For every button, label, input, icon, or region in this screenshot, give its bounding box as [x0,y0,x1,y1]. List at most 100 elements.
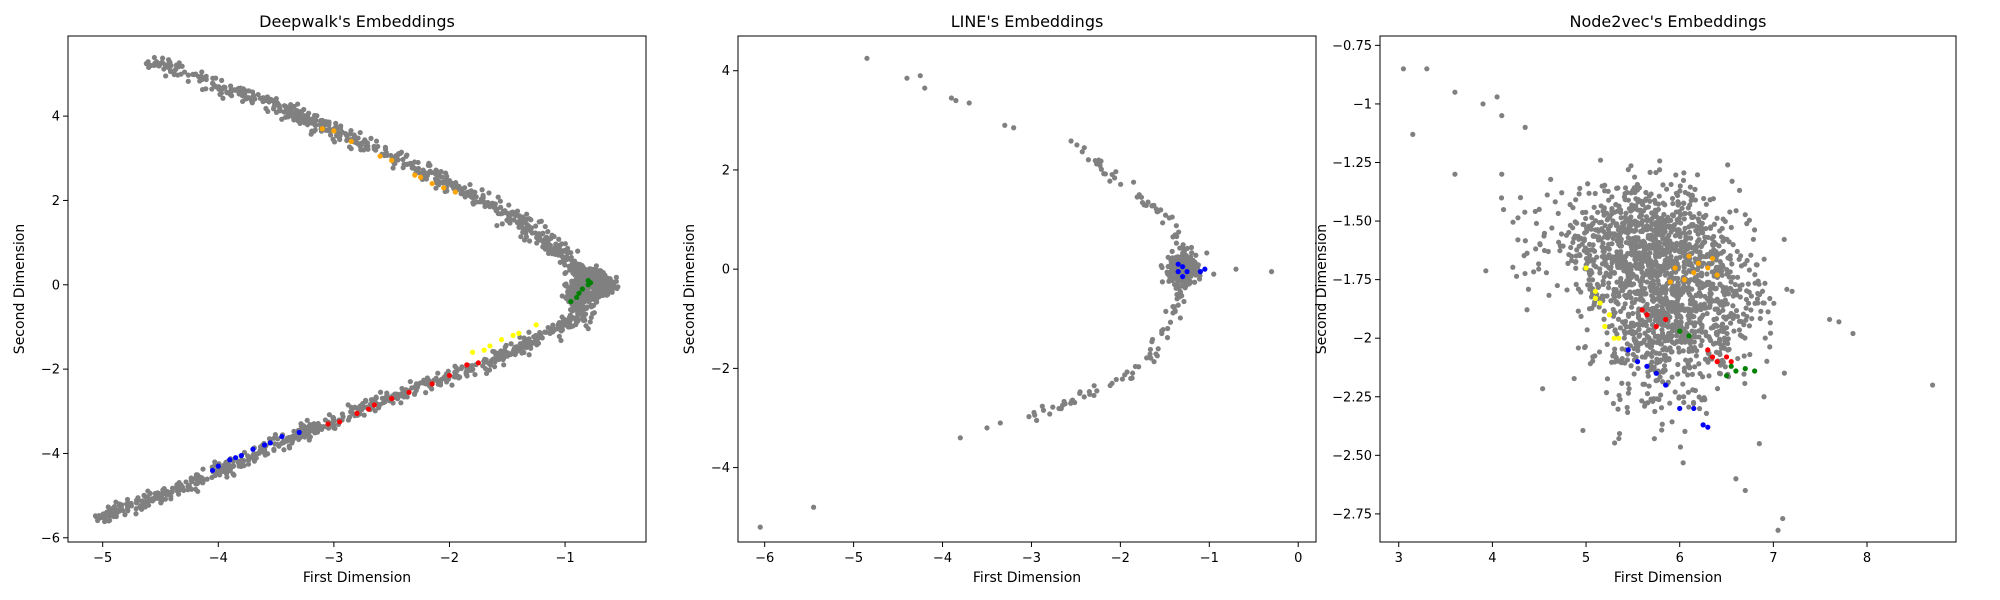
background-point [1690,399,1697,406]
background-point [1167,319,1174,325]
background-point [1050,404,1056,410]
background-point [1002,122,1008,128]
background-point [160,55,166,61]
background-point [1589,215,1595,221]
background-point [1672,233,1678,239]
background-point [1719,225,1725,232]
background-point [1618,224,1624,231]
background-point [568,254,574,261]
background-point [260,98,266,105]
background-point [1608,298,1614,304]
background-point [1704,310,1710,317]
background-point [1623,210,1629,216]
background-point [558,337,564,344]
background-point [1644,218,1650,224]
group-point-1 [1705,265,1711,271]
background-point [1653,169,1659,176]
background-point [1192,279,1198,285]
background-point [1744,288,1750,294]
background-point [1626,206,1632,212]
background-point [524,211,530,217]
background-point [1603,389,1610,396]
background-point [1584,228,1590,234]
background-point [1708,261,1714,267]
background-point [1624,341,1630,347]
group-point-3 [337,419,343,425]
group-point-4 [261,442,268,448]
background-point [1719,357,1725,363]
background-point [1624,404,1630,411]
background-point [1667,238,1673,244]
background-point [1181,298,1187,305]
background-point [1570,225,1576,231]
background-point [271,435,277,441]
background-point [1160,326,1166,333]
background-point [1750,236,1756,242]
background-point [284,438,290,444]
background-point [111,503,118,510]
background-point [322,417,328,423]
background-point [1624,409,1631,415]
background-point [589,295,595,301]
group-point-1 [1197,269,1203,275]
x-axis-label: First Dimension [1614,570,1722,586]
group-point-1 [1180,273,1186,280]
background-point [1640,201,1646,208]
background-point [1582,343,1588,350]
background-point [1614,299,1620,305]
group-point-4 [1677,405,1683,412]
background-point [1559,190,1565,196]
background-point [327,132,334,138]
background-point [1637,297,1643,303]
background-point [579,272,585,278]
group-point-1 [417,174,424,180]
background-point [1728,310,1734,317]
background-point [381,152,387,159]
background-point [1646,268,1653,274]
background-point [494,206,500,212]
x-tick-label: 3 [1395,551,1403,566]
background-point [146,64,152,71]
background-point [236,458,242,464]
background-point [1144,355,1150,361]
background-point [435,370,441,376]
data-points [92,54,621,525]
background-point [415,165,422,172]
background-point [1655,333,1662,339]
background-point [1522,270,1528,277]
background-point [1193,252,1199,258]
background-point [499,221,505,227]
background-point [1753,262,1759,268]
background-point [1606,252,1612,258]
group-point-3 [1663,316,1669,323]
background-point [1698,270,1705,276]
background-point [336,134,342,140]
background-point [1666,323,1672,329]
background-point [348,146,354,152]
background-point [449,382,455,388]
background-point [239,91,245,97]
group-point-3 [446,372,453,379]
background-point [1681,216,1687,222]
background-point [163,73,169,79]
background-point [1026,414,1032,420]
x-axis-label: First Dimension [973,570,1081,586]
background-point [164,492,170,498]
background-point [1588,267,1594,274]
background-point [1500,206,1507,213]
group-point-4 [1634,359,1641,365]
background-point [1617,278,1623,285]
background-point [357,129,363,136]
background-point [1159,330,1165,337]
background-point [257,447,263,454]
background-point [1587,282,1593,288]
background-point [1702,234,1708,240]
background-point [199,69,205,75]
background-point [1578,289,1584,295]
background-point [1709,281,1715,288]
background-point [1748,252,1754,258]
x-tick-label: −6 [755,551,774,566]
background-point [106,508,112,514]
background-point [433,185,439,191]
background-point [1549,225,1555,231]
